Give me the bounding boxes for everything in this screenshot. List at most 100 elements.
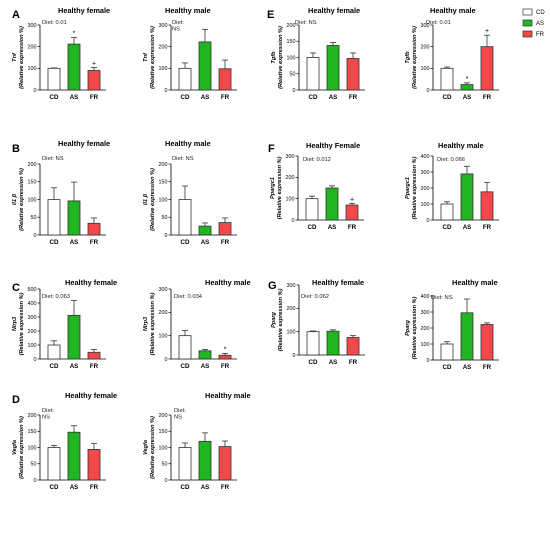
y-tick-label: 100 [28,66,37,72]
bar-cd [178,67,192,91]
y-tick-label: 0 [34,357,37,363]
x-tick-label: AS [201,363,210,370]
x-tick-label: FR [483,364,492,371]
y-axis-gene: Pparg [271,311,277,327]
bar-cd [305,198,319,221]
y-axis-gene: Tgfb [271,51,277,64]
x-tick-label: FR [483,94,492,101]
y-axis-gene: Vegfa [143,440,149,455]
x-tick-label: CD [443,94,452,101]
y-axis-labels: Il1 β (Relative expression %) [143,168,156,231]
diet-stat: Diet: 0.066 [437,157,465,163]
bar-as [326,45,340,91]
panel-letter: B [12,143,20,155]
y-axis-unit: (Relative expression %) [150,416,156,479]
y-tick-label: 0 [165,233,168,239]
bar-as [326,330,340,356]
y-tick-label: 150 [159,180,168,186]
y-tick-label: 300 [421,23,430,29]
y-axis-labels: Vegfa (Relative expression %) [143,416,156,479]
y-tick-label: 400 [421,154,430,160]
y-axis-labels: Ppargc1 (Relative expression %) [405,156,418,219]
panel-letter: A [12,9,20,21]
y-tick-label: 200 [287,23,296,29]
bar-fr [87,351,101,360]
y-tick-label: 200 [28,45,37,51]
y-axis-gene: Il1 β [143,193,149,205]
bar-cd [47,447,61,481]
x-tick-label: CD [181,94,190,101]
y-tick-label: 100 [159,445,168,451]
y-axis-gene: Tnf [143,52,149,62]
panel-5: C Healthy female Diet: 0.063 0 100 200 300 400 5… [12,278,117,370]
significance-mark: + [350,196,354,203]
y-axis-unit: (Relative expression %) [278,26,284,89]
panel-title: Healthy male [165,6,211,15]
y-tick-label: 0 [292,218,295,224]
bar-fr [346,58,360,91]
y-tick-label: 200 [286,175,295,181]
diet-stat: Diet: NS [172,156,194,162]
y-tick-label: 200 [159,162,168,168]
y-axis-unit: (Relative expression %) [278,288,284,351]
y-axis-unit: (Relative expression %) [19,292,25,355]
y-tick-label: 100 [28,445,37,451]
x-tick-label: FR [221,484,230,491]
diet-stat: Diet: 0.01 [42,20,67,26]
diet-stat: Diet: NS [431,295,453,301]
x-tick-label: AS [463,224,472,231]
significance-mark: * [73,31,76,38]
diet-stat-line: Diet: [174,408,186,414]
legend-label: FR [536,32,545,38]
y-tick-label: 50 [162,462,168,468]
x-tick-label: FR [483,224,492,231]
y-axis-unit: (Relative expression %) [412,296,418,359]
panel-letter: E [267,9,274,21]
y-tick-label: 300 [159,287,168,293]
bar-as [198,41,212,91]
x-tick-label: CD [50,484,59,491]
y-tick-label: 200 [421,326,430,332]
y-axis-gene: Tnf [12,52,18,62]
y-axis-unit: (Relative expression %) [150,168,156,231]
bar-fr [346,337,360,356]
diet-stat: Diet: 0.012 [303,157,331,163]
diet-stat-line: NS [42,415,50,421]
bar-as [67,43,81,91]
legend-swatch-cd [522,8,533,16]
y-tick-label: 100 [421,202,430,208]
y-tick-label: 300 [286,154,295,160]
y-tick-label: 0 [293,353,296,359]
y-tick-label: 200 [287,306,296,312]
bar-as [67,200,81,236]
y-axis-gene: Nlrp3 [143,316,149,331]
bar-fr [480,324,494,361]
bar-cd [440,67,454,91]
x-tick-label: CD [50,94,59,101]
bar-as [460,312,474,361]
bar-fr [218,446,232,481]
y-axis-gene: Tgfb [405,51,411,64]
y-axis-unit: (Relative expression %) [150,292,156,355]
y-axis-unit: (Relative expression %) [412,156,418,219]
x-tick-label: AS [201,94,210,101]
y-tick-label: 50 [290,72,296,78]
y-axis-labels: Tgfb (Relative expression %) [405,26,418,89]
panel-title: Healthy female [65,391,117,400]
diet-stat: Diet: 0.062 [301,294,329,300]
y-tick-label: 50 [162,215,168,221]
diet-stat: Diet: NS [42,156,64,162]
x-tick-label: AS [201,239,210,246]
diet-stat-line: NS [174,415,182,421]
panel-title: Healthy female [308,6,360,15]
bar-fr [480,191,494,221]
panel-title: Healthy female [312,278,364,287]
x-tick-label: AS [463,364,472,371]
y-tick-label: 200 [421,45,430,51]
bar-cd [178,447,192,481]
bar-as [198,350,212,360]
y-tick-label: 300 [159,23,168,29]
x-tick-label: CD [181,239,190,246]
